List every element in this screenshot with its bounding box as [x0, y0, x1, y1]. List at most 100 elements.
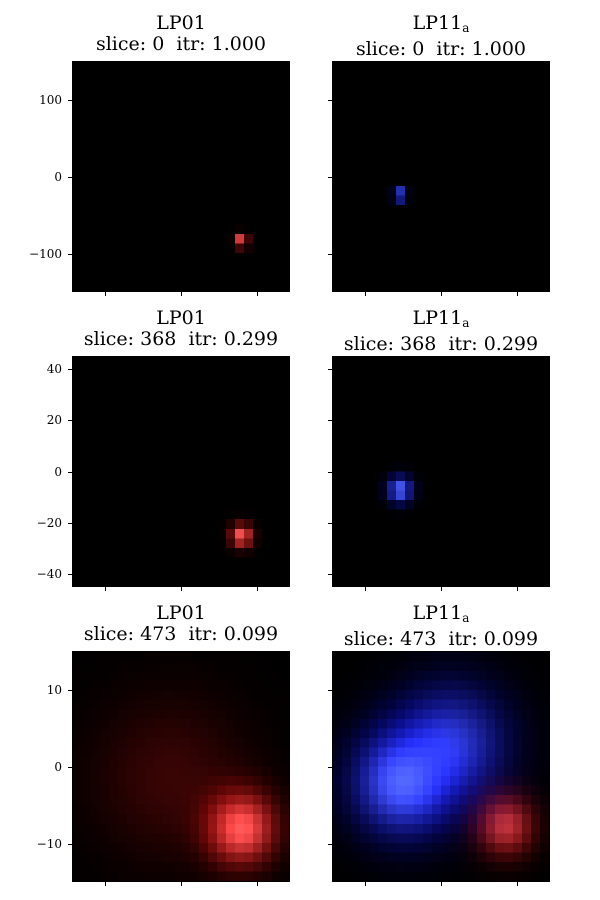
y-tick-mark: [328, 471, 332, 473]
x-tick-mark: [517, 292, 519, 296]
x-tick-mark: [181, 882, 182, 886]
y-tick-label: 0: [54, 759, 62, 774]
heatmap-canvas: [333, 62, 549, 291]
y-tick-mark: [328, 689, 332, 691]
mode-label: LP01: [72, 13, 290, 34]
slice-itr-label: slice: 368 itr: 0.299: [332, 334, 550, 355]
itr-label: itr: 0.099: [448, 628, 539, 650]
heatmap-image: [72, 356, 290, 587]
y-tick-label: 100: [39, 92, 62, 107]
x-tick-mark: [364, 292, 366, 296]
mode-name: LP11: [412, 307, 463, 329]
mode-subscript: a: [462, 316, 470, 330]
y-tick-mark: [328, 574, 332, 576]
y-tick-mark: [328, 420, 332, 422]
itr-label: itr: 1.000: [176, 33, 267, 55]
x-tick-mark: [257, 587, 259, 591]
slice-itr-label: slice: 0 itr: 1.000: [72, 34, 290, 55]
y-tick-mark: [328, 99, 332, 101]
y-tick-label: 0: [54, 169, 62, 184]
y-tick-mark: [328, 522, 332, 524]
x-tick-mark: [517, 882, 519, 886]
panel-title: LP11a slice: 368 itr: 0.299: [332, 308, 550, 355]
slice-itr-label: slice: 368 itr: 0.299: [72, 329, 290, 350]
heatmap-image: [332, 61, 550, 292]
x-tick-mark: [257, 882, 259, 886]
x-tick-mark: [441, 292, 442, 296]
slice-label: slice: 368: [343, 333, 437, 355]
slice-itr-label: slice: 473 itr: 0.099: [332, 629, 550, 650]
x-tick-mark: [517, 587, 519, 591]
heatmap-image: [332, 651, 550, 882]
y-tick-mark: [328, 368, 332, 370]
x-tick-mark: [364, 882, 366, 886]
mode-name: LP01: [156, 307, 206, 329]
heatmap-canvas: [333, 652, 549, 881]
y-tick-mark: [68, 471, 72, 473]
x-tick-mark: [104, 292, 106, 296]
mode-name: LP01: [156, 602, 206, 624]
itr-label: itr: 0.299: [188, 328, 279, 350]
y-tick-label: −40: [36, 567, 62, 582]
heatmap-image: [72, 61, 290, 292]
mode-label: LP01: [72, 308, 290, 329]
y-tick-mark: [68, 420, 72, 422]
panel-title: LP11a slice: 0 itr: 1.000: [332, 13, 550, 60]
mode-name: LP11: [412, 12, 463, 34]
slice-label: slice: 0: [95, 33, 165, 55]
x-tick-mark: [257, 292, 259, 296]
y-tick-mark: [328, 176, 332, 178]
y-tick-mark: [68, 253, 72, 255]
slice-itr-label: slice: 0 itr: 1.000: [332, 39, 550, 60]
mode-label: LP11a: [332, 308, 550, 334]
y-tick-mark: [328, 766, 332, 768]
y-tick-mark: [328, 843, 332, 845]
heatmap-canvas: [73, 357, 289, 586]
heatmap-image: [332, 356, 550, 587]
x-tick-mark: [441, 882, 442, 886]
y-tick-mark: [68, 368, 72, 370]
heatmap-image: [72, 651, 290, 882]
y-tick-label: −10: [36, 836, 62, 851]
mode-name: LP11: [412, 602, 463, 624]
itr-label: itr: 0.299: [448, 333, 539, 355]
y-tick-label: 40: [46, 361, 62, 376]
y-tick-label: −100: [29, 246, 62, 261]
x-tick-mark: [181, 587, 182, 591]
y-tick-label: 20: [46, 413, 62, 428]
x-tick-mark: [104, 587, 106, 591]
y-tick-mark: [328, 253, 332, 255]
itr-label: itr: 1.000: [436, 38, 527, 60]
mode-subscript: a: [462, 21, 470, 35]
panel-title: LP11a slice: 473 itr: 0.099: [332, 603, 550, 650]
y-tick-mark: [68, 176, 72, 178]
x-tick-mark: [104, 882, 106, 886]
slice-label: slice: 368: [83, 328, 177, 350]
y-tick-mark: [68, 522, 72, 524]
y-tick-label: 0: [54, 464, 62, 479]
y-tick-mark: [68, 689, 72, 691]
mode-subscript: a: [462, 611, 470, 625]
x-tick-mark: [441, 587, 442, 591]
y-tick-mark: [68, 99, 72, 101]
mode-name: LP01: [156, 12, 206, 34]
y-tick-label: −20: [36, 515, 62, 530]
slice-label: slice: 473: [83, 623, 177, 645]
panel-title: LP01 slice: 0 itr: 1.000: [72, 13, 290, 55]
slice-label: slice: 0: [355, 38, 425, 60]
mode-label: LP11a: [332, 603, 550, 629]
panel-title: LP01 slice: 368 itr: 0.299: [72, 308, 290, 350]
heatmap-canvas: [73, 652, 289, 881]
slice-itr-label: slice: 473 itr: 0.099: [72, 624, 290, 645]
heatmap-canvas: [333, 357, 549, 586]
itr-label: itr: 0.099: [188, 623, 279, 645]
x-tick-mark: [181, 292, 182, 296]
mode-label: LP11a: [332, 13, 550, 39]
panel-title: LP01 slice: 473 itr: 0.099: [72, 603, 290, 645]
y-tick-mark: [68, 766, 72, 768]
y-tick-mark: [68, 574, 72, 576]
heatmap-canvas: [73, 62, 289, 291]
slice-label: slice: 473: [343, 628, 437, 650]
y-tick-label: 10: [46, 682, 62, 697]
y-tick-mark: [68, 843, 72, 845]
